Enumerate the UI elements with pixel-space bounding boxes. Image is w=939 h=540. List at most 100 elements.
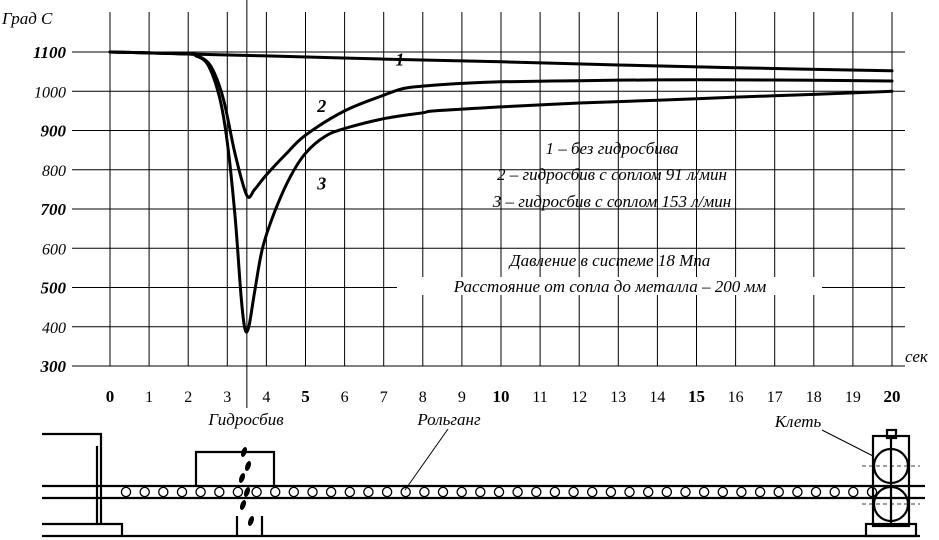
water-jet-drop <box>243 487 251 497</box>
roller <box>810 486 822 498</box>
roller <box>381 486 393 498</box>
legend-entry-2: 2 – гидросбив с соплом 91 л/мин <box>497 165 727 184</box>
roller <box>139 486 150 498</box>
roller <box>568 486 579 498</box>
water-jet-drop <box>240 447 248 457</box>
roller <box>754 486 766 498</box>
roller <box>400 486 411 498</box>
rolling-stand <box>862 428 920 538</box>
roller <box>736 486 747 498</box>
y-tick-label: 600 <box>42 241 66 258</box>
y-tick-label: 900 <box>41 122 67 141</box>
roller <box>661 486 673 498</box>
y-tick-label: 1100 <box>33 43 67 62</box>
x-tick-label: 17 <box>767 389 783 406</box>
x-tick-label: 2 <box>184 389 192 406</box>
roller <box>586 486 598 498</box>
roller <box>363 486 374 498</box>
y-tick-label: 1000 <box>34 84 66 101</box>
series-3-line <box>108 50 894 334</box>
roller <box>475 486 486 498</box>
roller <box>512 486 523 498</box>
x-tick-label: 7 <box>380 389 388 406</box>
roller <box>605 486 617 498</box>
x-tick-label: 14 <box>649 389 665 406</box>
legend-entry-3: 3 – гидросбив с соплом 153 л/мин <box>492 192 731 211</box>
water-jet-drop <box>239 500 247 510</box>
y-tick-label: 400 <box>42 320 66 337</box>
x-tick-label: 16 <box>728 389 744 406</box>
roller <box>717 486 729 498</box>
roller <box>773 486 784 498</box>
x-tick-label: 3 <box>223 389 231 406</box>
x-tick-label: 0 <box>106 387 115 406</box>
temperature-curves <box>108 50 894 334</box>
x-axis-label: сек <box>905 347 929 366</box>
equipment-scheme: Гидросбив Рольганг Клеть <box>42 410 925 538</box>
x-tick-label: 18 <box>806 389 822 406</box>
roller <box>307 486 318 498</box>
roller <box>792 486 803 498</box>
distance-note: Расстояние от сопла до металла – 200 мм <box>453 277 767 296</box>
y-tick-label: 500 <box>41 279 67 298</box>
series-1-line <box>108 50 894 73</box>
roller <box>419 486 430 498</box>
legend-entry-1: 1 – без гидросбива <box>545 139 678 158</box>
roller <box>158 486 169 498</box>
x-tick-label: 9 <box>458 389 466 406</box>
roller <box>251 486 262 498</box>
series-1-label: 1 <box>395 50 404 70</box>
roller <box>232 486 244 498</box>
roller <box>120 486 132 498</box>
roller <box>493 486 505 498</box>
series-2-line <box>108 50 894 199</box>
descaler-box <box>194 450 276 536</box>
water-jet-drop <box>247 516 255 526</box>
roller <box>195 486 206 498</box>
roller <box>325 486 337 498</box>
chart-grid <box>72 12 905 367</box>
stand-leader <box>821 429 874 457</box>
roller <box>288 486 300 498</box>
x-tick-label: 20 <box>884 387 901 406</box>
roller <box>829 486 840 498</box>
roller <box>456 486 467 498</box>
x-tick-label: 12 <box>571 389 587 406</box>
roller <box>848 486 859 498</box>
x-tick-label: 15 <box>688 387 705 406</box>
roller <box>531 486 542 498</box>
annotation-backdrop <box>397 277 822 295</box>
x-tick-label: 11 <box>532 389 547 406</box>
x-tick-label: 8 <box>419 389 427 406</box>
roller-table <box>120 486 878 498</box>
roller <box>642 486 654 498</box>
y-tick-label: 700 <box>41 200 67 219</box>
roller <box>214 486 225 498</box>
y-tick-label: 300 <box>40 357 67 376</box>
descaler-label: Гидросбив <box>207 410 284 429</box>
stand-label: Клеть <box>774 412 822 431</box>
water-jets <box>238 447 255 526</box>
x-tick-label: 4 <box>262 389 270 406</box>
roller <box>269 486 281 498</box>
x-tick-label: 10 <box>493 387 510 406</box>
series-2-label: 2 <box>316 96 326 116</box>
series-3-label: 3 <box>316 173 326 193</box>
roller <box>549 486 561 498</box>
roller <box>624 486 635 498</box>
x-tick-label: 5 <box>301 387 310 406</box>
roller <box>176 486 188 498</box>
rollgang-label: Рольганг <box>416 410 481 429</box>
roller <box>680 486 691 498</box>
water-jet-drop <box>238 473 246 483</box>
roller <box>344 486 356 498</box>
y-axis-label: Град С <box>1 9 53 28</box>
water-jet-drop <box>244 461 252 471</box>
x-tick-label: 19 <box>845 389 861 406</box>
pressure-note: Давление в системе 18 Мпа <box>508 251 710 270</box>
x-tick-label: 6 <box>341 389 349 406</box>
roller <box>437 486 449 498</box>
x-tick-label: 13 <box>610 389 626 406</box>
